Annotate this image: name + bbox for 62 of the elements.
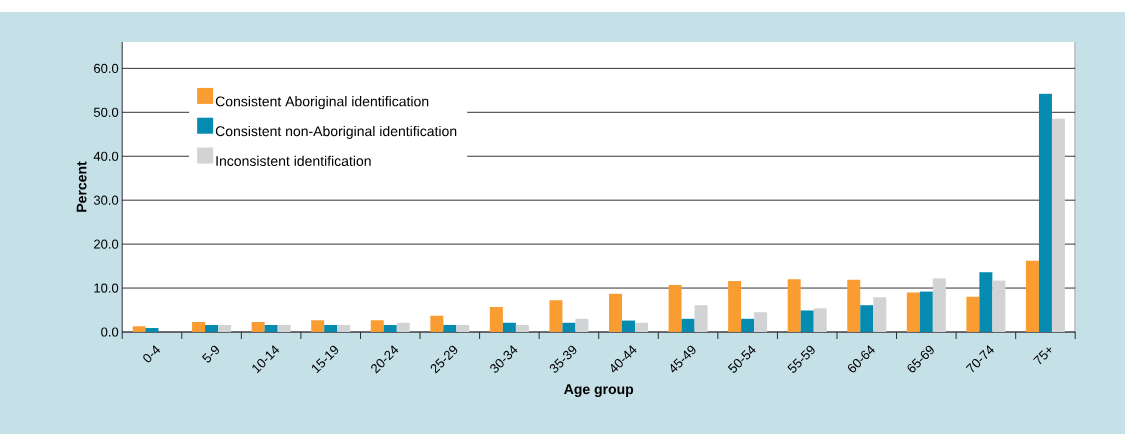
bar (337, 324, 351, 332)
bar (741, 318, 755, 332)
bar (443, 324, 457, 332)
bar (277, 324, 291, 332)
bar (979, 272, 993, 332)
x-tick-label: 75+ (1033, 347, 1052, 365)
bar (430, 315, 444, 332)
bar (1051, 118, 1065, 332)
bar (251, 321, 265, 332)
bar (919, 291, 933, 332)
y-tick-label: 20.0 (94, 239, 119, 249)
bar (562, 322, 576, 332)
bar (873, 297, 887, 332)
bar (992, 280, 1006, 332)
y-tick-label: 10.0 (94, 283, 119, 293)
bar (489, 306, 503, 332)
bar (932, 278, 946, 332)
y-tick-label: 30.0 (93, 195, 119, 205)
x-tick-label: 5-9 (201, 345, 220, 363)
legend-label: Inconsistent identification (216, 155, 371, 167)
x-axis-title: Age group (564, 384, 634, 397)
bar (622, 320, 635, 332)
bar (383, 324, 397, 332)
legend-label: Consistent Aboriginal identification (215, 96, 429, 110)
bar (800, 310, 814, 332)
bar (132, 326, 146, 332)
y-tick-label: 60.0 (94, 63, 119, 73)
bar (1025, 260, 1039, 332)
y-axis-title: Percent (76, 161, 87, 212)
bar (264, 324, 278, 332)
bar (609, 293, 623, 332)
bar (754, 312, 768, 332)
bar (515, 324, 529, 332)
bar (635, 322, 649, 332)
bar (847, 279, 861, 332)
bar (396, 322, 410, 332)
bar (787, 279, 801, 332)
bar (906, 292, 920, 332)
bar (549, 300, 563, 332)
bar (860, 305, 874, 332)
bar (502, 322, 516, 332)
bar (370, 320, 384, 332)
bar (145, 328, 159, 332)
bar (728, 281, 742, 332)
y-tick-label: 50.0 (93, 107, 119, 117)
bar (681, 318, 695, 332)
bar (668, 284, 682, 332)
x-tick-label: 0-4 (143, 345, 161, 363)
bar (1038, 93, 1052, 332)
bar (218, 324, 232, 332)
bar (813, 308, 827, 332)
bar (324, 324, 338, 332)
y-tick-label: 40.0 (93, 151, 119, 161)
bar (311, 320, 325, 332)
bar (694, 305, 708, 332)
bar (205, 324, 219, 332)
y-tick-label: 0.0 (101, 327, 119, 337)
bar (456, 324, 470, 332)
bar (966, 296, 980, 332)
bar (575, 318, 589, 332)
bar (192, 321, 206, 332)
legend-label: Consistent non-Aboriginal identification (215, 125, 457, 139)
